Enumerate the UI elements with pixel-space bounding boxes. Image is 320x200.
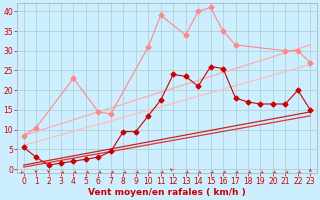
X-axis label: Vent moyen/en rafales ( km/h ): Vent moyen/en rafales ( km/h ) (88, 188, 246, 197)
